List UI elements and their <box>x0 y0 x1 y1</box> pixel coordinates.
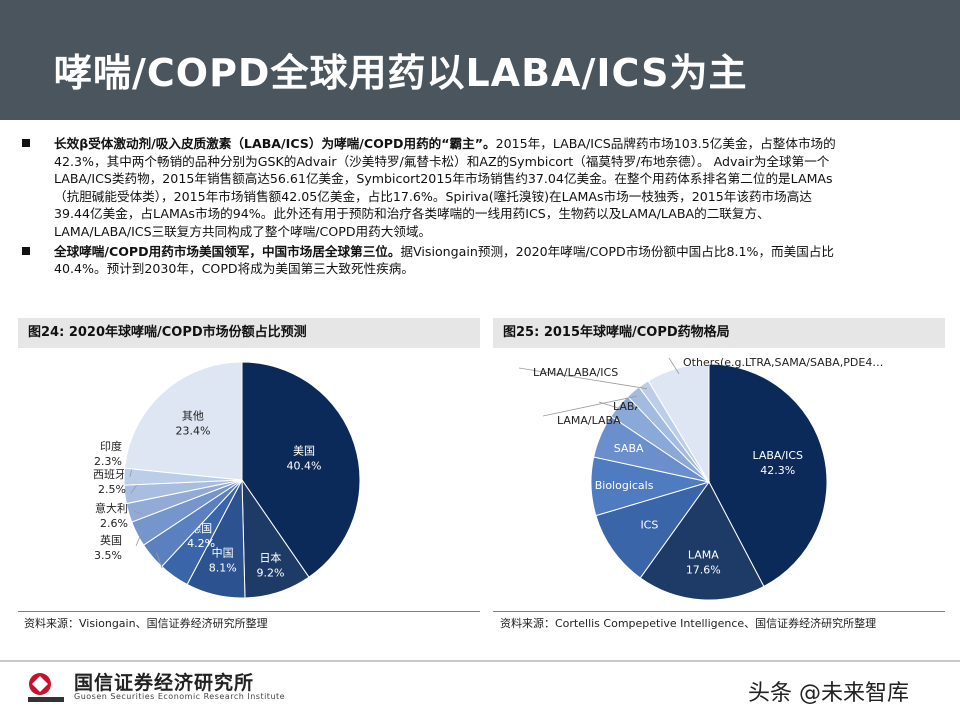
slice-value-label: 3.8% <box>120 571 148 584</box>
slice-label: 意大利 <box>95 501 128 515</box>
slice-value-label: 2.3% <box>94 455 122 468</box>
leader-line <box>134 510 143 515</box>
slice-value-label: 40.4% <box>286 460 321 473</box>
bullet-text: 2015年，LABA/ICS品牌药市场103.5亿美金，占整体市场的 <box>495 136 836 151</box>
drug-landscape-pie-chart: LABA/ICS 42.3% LAMA 17.6% ICS Biologicals SABA… <box>518 356 883 601</box>
pie-slice-其他 <box>124 361 243 481</box>
bullet-text: 据Visiongain预测，2020年哮喘/COPD市场份额中国占比8.1%，而… <box>400 243 835 259</box>
slice-label: LAMA/LABA/ICS <box>533 366 618 379</box>
guosen-logo-icon <box>28 673 64 702</box>
bullet-text: 39.44亿美金，占LAMAs市场的94%。此外还有用于预防和治疗各类哮喘的一线… <box>54 206 770 222</box>
bullet-item-2: 全球哮喘/COPD用药市场美国领军，中国市场居全球第三位。据Visiongain… <box>20 243 950 278</box>
slice-value-label: 9.2% <box>256 567 284 580</box>
bullet-lead: 长效β受体激动剂/吸入皮质激素（LABA/ICS）为哮喘/COPD用药的“霸主”… <box>54 136 496 151</box>
slice-value-label: 3.5% <box>94 549 122 562</box>
slice-label: 中国 <box>212 547 234 560</box>
market-share-pie-chart: 美国40.4%日本9.2%中国8.1%德国4.2%法国3.8%英国3.5%意大利… <box>93 361 361 599</box>
leader-line <box>156 552 163 569</box>
left-chart-title: 图24: 2020年球哮喘/COPD市场份额占比预测 <box>18 318 480 348</box>
slice-label: 西班牙 <box>93 468 126 481</box>
slice-value-label: 42.3% <box>760 464 795 477</box>
bullet-text: 40.4%。预计到2030年，COPD将成为美国第三大致死性疾病。 <box>54 261 414 277</box>
bullet-list: 长效β受体激动剂/吸入皮质激素（LABA/ICS）为哮喘/COPD用药的“霸主”… <box>20 135 950 280</box>
bullet-lead: 全球哮喘/COPD用药市场美国领军，中国市场居全球第三位。 <box>54 243 401 259</box>
pie-slice-lama <box>639 481 765 601</box>
bullet-square-icon <box>22 139 30 147</box>
slice-label: Biologicals <box>595 479 654 492</box>
slice-label: Others(e.g.LTRA,SAMA/SABA,PDE4… <box>683 356 883 369</box>
leader-line <box>542 395 638 417</box>
watermark: 头条 @未来智库 <box>748 681 909 706</box>
leader-line <box>668 357 680 375</box>
slice-label: LABA/ICS <box>752 449 803 462</box>
slice-label: 美国 <box>293 445 315 458</box>
slice-label: SABA <box>614 442 644 455</box>
left-source-note: 资料来源：Visiongain、国信证券经济研究所整理 <box>24 617 268 630</box>
leader-line <box>135 531 143 547</box>
right-chart-title: 图25: 2015年球哮喘/COPD药物格局 <box>493 318 945 348</box>
bullet-item-1: 长效β受体激动剂/吸入皮质激素（LABA/ICS）为哮喘/COPD用药的“霸主”… <box>20 135 950 241</box>
pie-slice-美国 <box>241 361 361 578</box>
slice-label: LAMA/LABA <box>557 414 621 427</box>
pie-slice-ics <box>595 481 711 579</box>
pie-slice-others-e-g-ltra-sama-saba-pde4 <box>647 363 710 484</box>
slice-value-label: 4.2% <box>187 537 215 550</box>
slice-label: 日本 <box>259 551 281 565</box>
bullet-text: （抗胆碱能受体类），2015年市场销售额42.05亿美金，占比17.6%。Spi… <box>54 188 812 204</box>
slice-label: 印度 <box>100 439 122 453</box>
slice-value-label: 17.6% <box>686 563 721 576</box>
left-divider <box>18 611 480 612</box>
footer-divider <box>0 660 960 662</box>
slice-value-label: 8.1% <box>209 562 237 575</box>
slice-value-label: 2.6% <box>100 517 128 530</box>
slice-value-label: 2.5% <box>98 483 126 496</box>
bullet-text: LAMA/LABA/ICS三联复方共同构成了整个哮喘/COPD用药大领域。 <box>54 223 432 239</box>
page-title: 哮喘/COPD全球用药以LABA/ICS为主 <box>54 51 748 95</box>
leader-line <box>518 367 647 390</box>
org-name: 国信证券经济研究所 <box>74 672 255 694</box>
slice-label: 法国 <box>126 555 148 569</box>
org-name-english: Guosen Securities Economic Research Inst… <box>74 692 286 701</box>
bullet-square-icon <box>22 246 30 255</box>
slice-label: 其他 <box>182 410 204 423</box>
pie-slice-laba-ics <box>708 363 828 588</box>
slice-label: ICS <box>640 518 658 531</box>
right-divider <box>493 611 945 612</box>
slice-label: LAMA <box>688 548 719 561</box>
bullet-text: 42.3%，其中两个畅销的品种分别为GSK的Advair（沙美特罗/氟替卡松）和… <box>54 153 830 169</box>
slice-label: 英国 <box>100 533 122 547</box>
title-bar: 哮喘/COPD全球用药以LABA/ICS为主 <box>0 0 960 120</box>
bullet-text: LABA/ICS类药物，2015年销售额高达56.61亿美金，Symbicort… <box>54 171 833 187</box>
slice-value-label: 23.4% <box>175 425 210 438</box>
right-source-note: 资料来源：Cortellis Compepetive Intelligence、… <box>500 617 877 630</box>
